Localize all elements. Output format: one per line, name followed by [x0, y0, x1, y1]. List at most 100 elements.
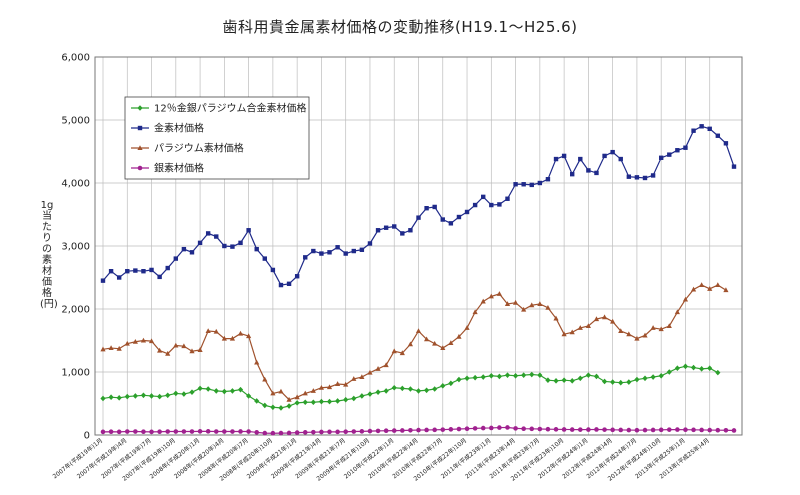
- data-point: [149, 429, 154, 435]
- legend-box: [124, 96, 310, 180]
- data-point: [262, 430, 268, 436]
- data-point: [456, 426, 462, 432]
- data-point: [375, 366, 381, 371]
- series-2: [100, 124, 737, 288]
- data-point: [335, 398, 341, 404]
- data-point: [650, 173, 656, 178]
- data-point: [137, 145, 143, 150]
- data-point: [699, 282, 705, 288]
- data-point: [432, 204, 437, 210]
- data-point: [545, 177, 551, 182]
- data-point: [310, 399, 316, 406]
- data-point: [545, 304, 551, 310]
- data-point: [165, 350, 171, 356]
- data-point: [270, 390, 276, 396]
- data-point: [294, 274, 300, 279]
- data-point: [375, 389, 381, 395]
- data-point: [270, 404, 276, 411]
- data-point: [408, 228, 413, 233]
- legend-label: 金素材価格: [154, 122, 204, 135]
- y-tick-label: 6,000: [61, 53, 90, 64]
- data-point: [496, 373, 502, 380]
- data-point: [407, 386, 414, 392]
- data-point: [189, 429, 195, 434]
- data-point: [464, 375, 470, 382]
- data-point: [367, 241, 373, 246]
- data-point: [529, 302, 535, 308]
- data-point: [545, 377, 551, 383]
- data-point: [699, 427, 704, 433]
- data-point: [221, 388, 227, 395]
- y-tick-labels: 0 1,000 2,000 3,000 4,000 5,000 6,000: [61, 53, 90, 442]
- data-point: [318, 384, 325, 390]
- data-point: [650, 325, 656, 330]
- data-point: [302, 399, 308, 406]
- data-point: [707, 286, 713, 291]
- data-point: [310, 388, 316, 393]
- data-point: [690, 286, 697, 292]
- data-point: [683, 427, 688, 433]
- data-point: [383, 362, 389, 368]
- data-point: [246, 429, 251, 434]
- data-point: [165, 265, 170, 271]
- data-point: [197, 385, 203, 392]
- data-point: [375, 428, 381, 434]
- data-point: [513, 182, 518, 187]
- data-point: [213, 429, 219, 434]
- data-point: [440, 383, 446, 389]
- data-point: [108, 269, 114, 274]
- data-point: [658, 155, 664, 160]
- data-point: [432, 386, 438, 392]
- data-point: [594, 427, 599, 432]
- data-point: [553, 427, 559, 432]
- data-point: [634, 376, 640, 383]
- data-point: [335, 381, 341, 386]
- data-point: [512, 372, 519, 379]
- data-point: [610, 318, 616, 324]
- data-point: [480, 298, 486, 304]
- data-point: [415, 328, 422, 334]
- data-point: [634, 175, 640, 180]
- data-point: [618, 328, 624, 334]
- data-point: [408, 427, 413, 433]
- chart-title: 歯科用貴金属素材価格の変動推移(H19.1～H25.6): [222, 18, 578, 36]
- data-point: [278, 405, 284, 411]
- data-point: [391, 384, 397, 391]
- data-point: [545, 426, 551, 432]
- data-point: [189, 389, 195, 395]
- data-point: [423, 336, 430, 342]
- data-point: [537, 426, 543, 432]
- data-point: [497, 202, 502, 207]
- data-point: [205, 231, 211, 236]
- series-line: [102, 284, 727, 401]
- data-point: [173, 429, 179, 434]
- data-point: [246, 393, 252, 399]
- data-point: [157, 347, 163, 353]
- data-point: [707, 427, 713, 433]
- data-point: [157, 429, 162, 435]
- data-point: [148, 393, 155, 399]
- data-point: [642, 427, 648, 433]
- data-point: [618, 379, 624, 386]
- data-point: [610, 379, 616, 385]
- data-point: [577, 375, 583, 382]
- data-point: [367, 391, 373, 397]
- data-point: [505, 425, 510, 430]
- data-point: [173, 390, 179, 397]
- data-point: [133, 429, 138, 434]
- data-point: [286, 403, 292, 409]
- data-point: [343, 251, 348, 256]
- data-point: [205, 429, 211, 434]
- data-point: [456, 333, 462, 339]
- data-point: [254, 398, 260, 404]
- data-point: [319, 429, 324, 435]
- data-point: [108, 394, 114, 400]
- data-point: [157, 393, 163, 400]
- data-point: [319, 251, 324, 256]
- data-point: [326, 398, 333, 405]
- data-point: [181, 391, 187, 397]
- data-point: [537, 180, 543, 186]
- data-point: [601, 314, 608, 320]
- data-point: [391, 348, 397, 354]
- plot-area-border: [94, 56, 743, 436]
